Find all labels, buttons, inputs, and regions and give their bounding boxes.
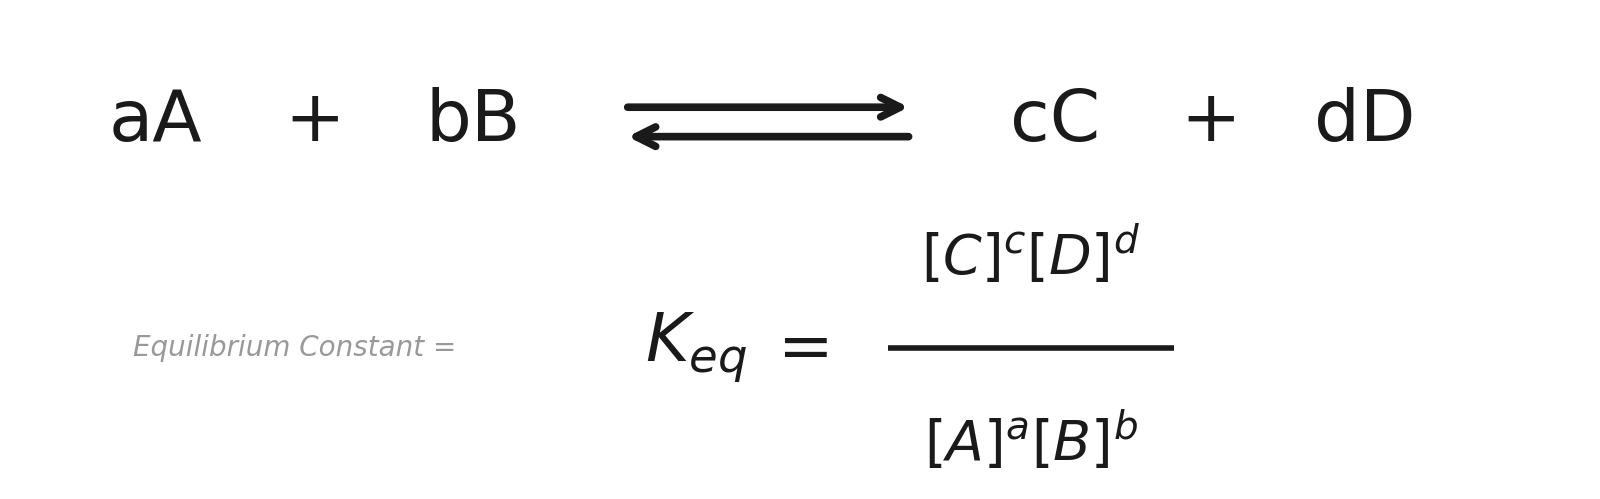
Text: cC: cC [1010, 87, 1099, 156]
Text: +: + [1181, 87, 1242, 156]
Text: aA: aA [109, 87, 202, 156]
Text: $[A]^a[B]^b$: $[A]^a[B]^b$ [923, 409, 1138, 473]
Text: $\mathit{K}_{eq}$: $\mathit{K}_{eq}$ [645, 310, 747, 385]
Text: $=$: $=$ [765, 315, 829, 381]
Text: Equilibrium Constant =: Equilibrium Constant = [133, 334, 464, 362]
Text: +: + [285, 87, 344, 156]
Text: dD: dD [1314, 87, 1416, 156]
Text: $[C]^c[D]^d$: $[C]^c[D]^d$ [922, 223, 1141, 286]
Text: bB: bB [426, 87, 522, 156]
